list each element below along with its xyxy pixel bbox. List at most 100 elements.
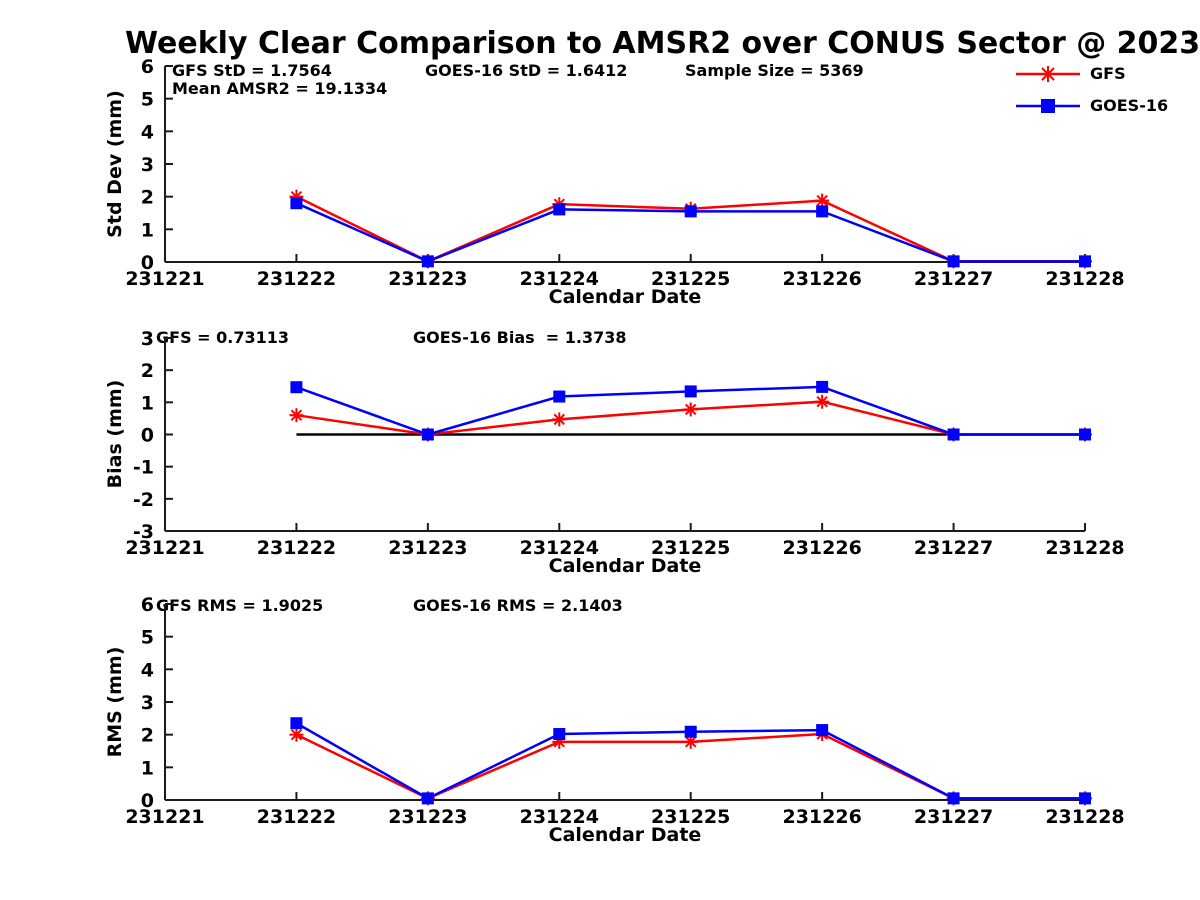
- y-tick-label: 3: [141, 692, 154, 714]
- rms-ylabel: RMS (mm): [104, 647, 126, 758]
- x-tick-label: 231221: [125, 268, 204, 290]
- y-tick-label: 4: [141, 659, 154, 681]
- square-marker: [816, 724, 829, 737]
- legend-label-goes16: GOES-16: [1090, 96, 1169, 115]
- x-tick-label: 231226: [782, 806, 861, 828]
- y-tick-label: 5: [141, 89, 154, 111]
- y-tick-label: 0: [141, 790, 154, 812]
- square-marker-glyph: [290, 717, 303, 730]
- rms-xlabel: Calendar Date: [549, 824, 702, 846]
- y-tick-label: 0: [141, 425, 154, 447]
- asterisk-marker-glyph: [685, 403, 697, 416]
- x-tick-label: 231227: [914, 268, 993, 290]
- legend-item-gfs: GFS: [1014, 64, 1126, 83]
- asterisk-marker-glyph: [290, 728, 303, 741]
- subplot-1: [164, 65, 1092, 269]
- square-marker-glyph: [1079, 255, 1091, 268]
- square-marker-glyph: [947, 255, 960, 268]
- square-marker: [947, 255, 960, 268]
- x-tick-label: 231223: [388, 537, 467, 559]
- gfs-line-marker-icon: [1016, 65, 1080, 82]
- stddev-xlabel: Calendar Date: [549, 286, 702, 308]
- bias-ylabel: Bias (mm): [104, 380, 126, 489]
- asterisk-marker: [1040, 65, 1056, 82]
- square-marker-glyph: [553, 390, 566, 403]
- goes16-line-marker-icon: [1016, 98, 1080, 113]
- stddev-ylabel: Std Dev (mm): [104, 90, 126, 238]
- x-tick-label: 231223: [388, 268, 467, 290]
- square-marker: [816, 205, 829, 218]
- stddev-gfs-stat: GFS StD = 1.7564: [172, 61, 332, 80]
- square-marker-glyph: [684, 205, 697, 218]
- subplot-2: [164, 337, 1092, 532]
- square-marker: [553, 390, 566, 403]
- y-tick-label: 4: [141, 121, 154, 143]
- square-marker-glyph: [684, 725, 697, 738]
- square-marker: [816, 380, 829, 393]
- y-tick-label: -3: [133, 521, 154, 543]
- square-marker: [1079, 792, 1091, 805]
- square-marker-glyph: [816, 724, 829, 737]
- square-marker-glyph: [421, 255, 434, 268]
- y-tick-label: 0: [141, 252, 154, 274]
- x-tick-label: 231226: [782, 537, 861, 559]
- square-marker-glyph: [421, 428, 434, 441]
- square-marker: [421, 428, 434, 441]
- square-marker-glyph: [290, 197, 303, 210]
- x-tick-label: 231224: [520, 537, 599, 559]
- asterisk-marker-glyph: [816, 194, 828, 207]
- asterisk-marker: [289, 408, 304, 423]
- x-tick-label: 231224: [520, 268, 599, 290]
- square-marker-glyph: [1079, 792, 1091, 805]
- sample-size-stat: Sample Size = 5369: [685, 61, 864, 80]
- rms-goes16-stat: GOES-16 RMS = 2.1403: [413, 596, 623, 615]
- square-marker-glyph: [816, 380, 829, 393]
- asterisk-marker: [289, 727, 304, 742]
- square-marker-glyph: [421, 792, 434, 805]
- x-tick-label: 231227: [914, 806, 993, 828]
- square-marker: [947, 792, 960, 805]
- stddev-goes16-stat: GOES-16 StD = 1.6412: [425, 61, 628, 80]
- legend-label-gfs: GFS: [1090, 64, 1126, 83]
- asterisk-marker-glyph: [290, 409, 303, 421]
- square-marker: [290, 381, 303, 394]
- y-tick-label: 5: [141, 627, 154, 649]
- square-marker: [684, 725, 697, 738]
- x-tick-label: 231226: [782, 268, 861, 290]
- y-tick-label: 1: [141, 219, 154, 241]
- y-tick-label: 3: [141, 328, 154, 350]
- square-marker-glyph: [1041, 98, 1055, 113]
- x-tick-label: 231224: [520, 806, 599, 828]
- square-marker-glyph: [1079, 428, 1091, 441]
- y-tick-label: 2: [141, 360, 154, 382]
- x-tick-label: 231221: [125, 806, 204, 828]
- square-marker-glyph: [947, 428, 960, 441]
- asterisk-marker: [815, 394, 830, 409]
- square-marker: [947, 428, 960, 441]
- square-marker-glyph: [553, 203, 566, 216]
- y-tick-label: 1: [141, 757, 154, 779]
- square-marker-glyph: [290, 381, 303, 394]
- x-tick-label: 231223: [388, 806, 467, 828]
- x-tick-label: 231225: [651, 806, 730, 828]
- y-tick-label: -1: [133, 457, 154, 479]
- rms-gfs-stat: GFS RMS = 1.9025: [156, 596, 324, 615]
- y-tick-label: 6: [141, 594, 154, 616]
- asterisk-marker: [552, 412, 567, 427]
- square-marker: [1079, 255, 1091, 268]
- square-marker: [684, 385, 697, 398]
- asterisk-marker-glyph: [685, 736, 697, 748]
- x-tick-label: 231228: [1045, 537, 1124, 559]
- y-tick-label: 2: [141, 725, 154, 747]
- x-tick-label: 231228: [1045, 806, 1124, 828]
- asterisk-marker: [683, 402, 698, 417]
- x-tick-label: 231225: [651, 537, 730, 559]
- legend-item-goes16: GOES-16: [1014, 96, 1168, 115]
- square-marker: [421, 255, 434, 268]
- x-tick-label: 231228: [1045, 268, 1124, 290]
- square-marker: [290, 717, 303, 730]
- square-marker: [290, 197, 303, 210]
- square-marker: [553, 728, 566, 741]
- bias-xlabel: Calendar Date: [549, 555, 702, 577]
